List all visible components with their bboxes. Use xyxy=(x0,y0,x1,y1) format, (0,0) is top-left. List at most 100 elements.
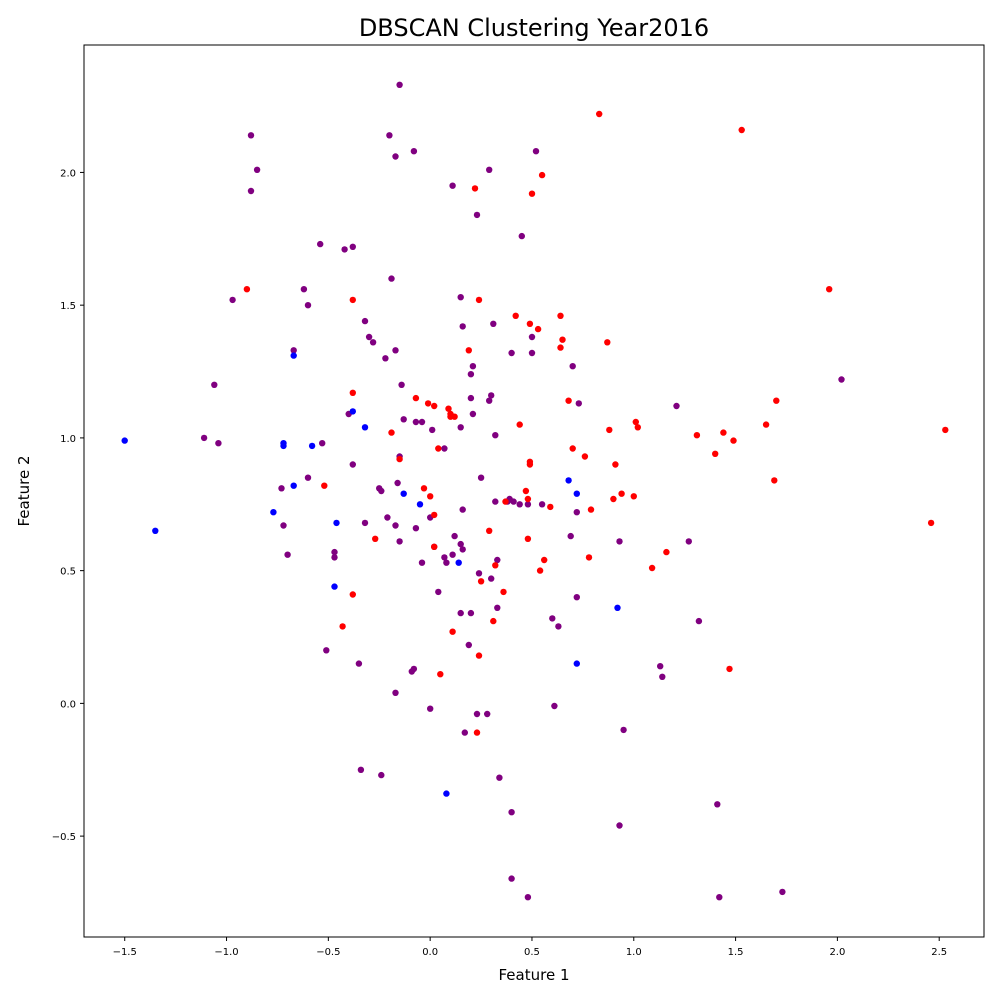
cluster-red-point xyxy=(427,493,434,500)
cluster-red-point xyxy=(632,418,639,426)
cluster-purple-point xyxy=(457,294,464,301)
cluster-blue-point xyxy=(361,424,369,431)
cluster-purple-point xyxy=(473,710,481,718)
cluster-purple-point xyxy=(508,809,515,816)
x-axis: −1.5 −1.0 −0.5 0.0 0.5 1.0 1.5 2.0 2.5 xyxy=(113,937,947,958)
cluster-red-point xyxy=(557,312,564,319)
cluster-purple-point xyxy=(349,243,356,250)
points-layer xyxy=(121,81,949,901)
cluster-red-point xyxy=(437,671,444,678)
x-tick-label: 2.5 xyxy=(931,947,947,958)
y-tick-label: 0.0 xyxy=(60,699,76,710)
cluster-purple-point xyxy=(567,532,574,540)
cluster-red-point xyxy=(420,485,428,492)
cluster-red-point xyxy=(565,397,572,404)
x-tick-label: 1.5 xyxy=(728,947,744,958)
cluster-red-point xyxy=(538,171,546,179)
cluster-red-point xyxy=(536,567,544,574)
cluster-red-point xyxy=(321,482,328,489)
cluster-red-point xyxy=(726,665,733,673)
cluster-purple-point xyxy=(355,660,363,667)
cluster-purple-point xyxy=(412,525,420,532)
x-tick-label: 0.5 xyxy=(524,947,540,958)
cluster-purple-point xyxy=(412,418,420,426)
cluster-purple-point xyxy=(695,617,703,625)
cluster-purple-point xyxy=(378,771,385,779)
cluster-purple-point xyxy=(469,410,477,418)
cluster-purple-point xyxy=(280,522,287,529)
cluster-purple-point xyxy=(508,875,515,882)
y-tick-label: −0.5 xyxy=(52,832,76,843)
cluster-red-point xyxy=(610,495,617,503)
cluster-purple-point xyxy=(290,347,297,354)
cluster-purple-point xyxy=(319,440,326,447)
cluster-purple-point xyxy=(459,546,466,553)
cluster-red-point xyxy=(927,519,935,527)
cluster-red-point xyxy=(412,394,420,402)
cluster-red-point xyxy=(435,445,442,452)
cluster-purple-point xyxy=(459,323,466,330)
cluster-purple-point xyxy=(357,766,365,773)
cluster-purple-point xyxy=(685,538,692,545)
cluster-red-point xyxy=(612,461,619,468)
cluster-red-point xyxy=(349,296,356,304)
cluster-purple-point xyxy=(349,461,356,468)
cluster-red-point xyxy=(663,548,670,556)
cluster-purple-point xyxy=(451,532,458,540)
cluster-purple-point xyxy=(469,363,477,370)
cluster-purple-point xyxy=(494,556,501,564)
y-tick-label: 0.5 xyxy=(60,567,76,578)
cluster-purple-point xyxy=(496,774,503,781)
cluster-purple-point xyxy=(551,702,558,710)
cluster-purple-point xyxy=(467,394,475,402)
cluster-purple-point xyxy=(457,609,464,617)
cluster-red-point xyxy=(942,426,949,434)
cluster-blue-point xyxy=(121,437,128,444)
cluster-purple-point xyxy=(384,514,391,521)
cluster-purple-point xyxy=(443,559,450,566)
cluster-purple-point xyxy=(494,604,501,611)
cluster-blue-point xyxy=(333,519,340,527)
cluster-red-point xyxy=(465,347,472,354)
cluster-red-point xyxy=(449,628,456,635)
cluster-red-point xyxy=(486,527,493,534)
cluster-purple-point xyxy=(418,559,426,566)
plot-frame xyxy=(83,44,985,938)
cluster-purple-point xyxy=(488,575,495,582)
cluster-purple-point xyxy=(429,426,436,434)
cluster-purple-point xyxy=(398,381,405,388)
x-tick-label: 1.0 xyxy=(626,947,642,958)
cluster-red-point xyxy=(243,286,251,293)
cluster-purple-point xyxy=(524,501,532,508)
cluster-purple-point xyxy=(427,705,434,712)
cluster-purple-point xyxy=(492,498,499,505)
cluster-purple-point xyxy=(410,665,418,673)
cluster-purple-point xyxy=(386,132,393,139)
x-tick-label: 2.0 xyxy=(829,947,845,958)
cluster-purple-point xyxy=(518,232,525,240)
chart-title: DBSCAN Clustering Year2016 xyxy=(359,14,709,42)
x-tick-label: −1.5 xyxy=(113,947,137,958)
cluster-red-point xyxy=(349,389,356,396)
cluster-red-point xyxy=(349,591,356,598)
cluster-purple-point xyxy=(616,822,623,829)
cluster-purple-point xyxy=(369,339,377,346)
cluster-purple-point xyxy=(449,551,456,558)
cluster-purple-point xyxy=(317,240,324,248)
cluster-purple-point xyxy=(486,166,493,173)
cluster-purple-point xyxy=(573,509,580,516)
cluster-purple-point xyxy=(392,153,399,160)
cluster-purple-point xyxy=(441,554,448,561)
cluster-purple-point xyxy=(528,333,536,341)
cluster-red-point xyxy=(372,535,379,542)
cluster-blue-point xyxy=(290,482,297,489)
y-tick-label: 1.5 xyxy=(60,301,76,312)
cluster-purple-point xyxy=(838,376,845,383)
cluster-purple-point xyxy=(341,246,348,253)
cluster-purple-point xyxy=(392,347,399,354)
cluster-blue-point xyxy=(290,352,297,359)
cluster-purple-point xyxy=(215,440,222,447)
cluster-purple-point xyxy=(392,522,399,529)
cluster-red-point xyxy=(596,110,603,118)
cluster-purple-point xyxy=(247,187,255,195)
